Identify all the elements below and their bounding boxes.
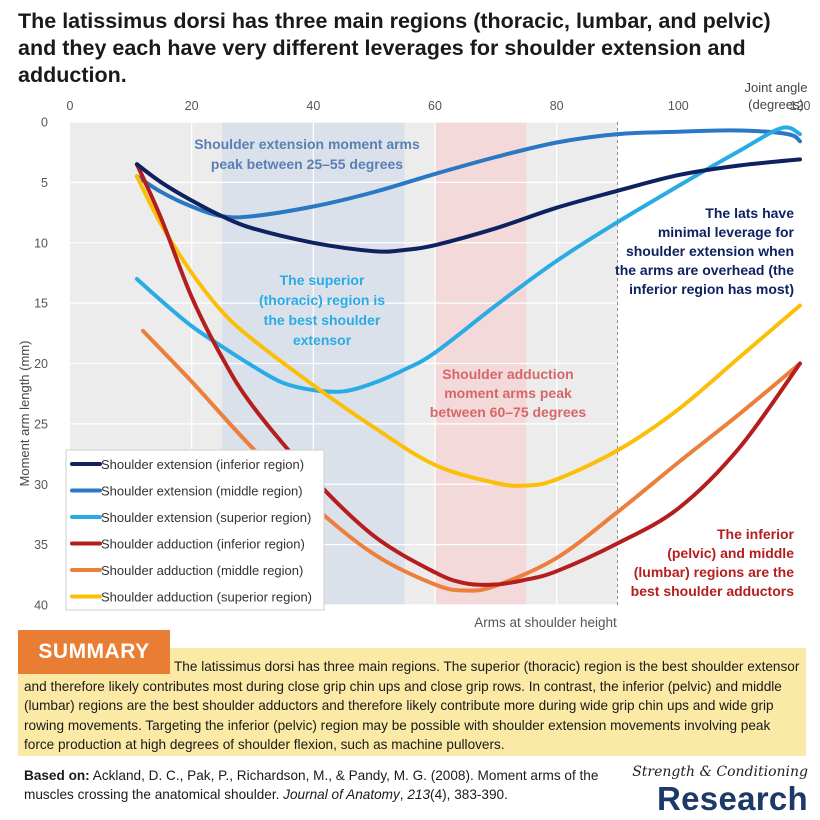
citation-volume: 213 <box>407 787 431 802</box>
series-line-shoulder-adduction-superior-region <box>134 174 802 488</box>
citation-authors: Ackland, D. C., Pak, P., Richardson, M.,… <box>24 768 599 802</box>
summary-heading: SUMMARY <box>18 630 170 674</box>
annotation-overhead: inferior region has most) <box>629 281 794 297</box>
legend-label: Shoulder extension (inferior region) <box>101 457 304 472</box>
legend: Shoulder extension (inferior region) Shou… <box>65 449 325 611</box>
x-tick-label: 80 <box>550 99 564 113</box>
y-tick-label: 5 <box>41 176 48 190</box>
brand-top-text: Strength & Conditioning <box>632 764 808 780</box>
x-tick-label: 100 <box>668 99 689 113</box>
band-1-label: peak between 25–55 degrees <box>211 156 403 172</box>
annotation-overhead: minimal leverage for <box>658 224 795 240</box>
series-line-shoulder-extension-inferior-region <box>134 157 802 254</box>
summary-body: The latissimus dorsi has three main regi… <box>24 659 800 752</box>
y-tick-label: 15 <box>34 297 48 311</box>
citation-label: Based on: <box>24 768 90 783</box>
summary-text: The latissimus dorsi has three main regi… <box>24 657 800 755</box>
y-tick-label: 35 <box>34 538 48 552</box>
annotation-superior-region: (thoracic) region is <box>259 292 385 308</box>
band-1-label: Shoulder extension moment arms <box>194 136 420 152</box>
legend-label: Shoulder adduction (middle region) <box>101 563 303 578</box>
x-axis-label-line1: Joint angle <box>745 80 808 95</box>
y-tick-label: 30 <box>34 478 48 492</box>
band-2-label: Shoulder adduction <box>442 366 573 382</box>
y-tick-label: 10 <box>34 236 48 250</box>
x-axis-label-line2: (degrees) <box>748 97 804 112</box>
band-2-label: between 60–75 degrees <box>430 404 587 420</box>
legend-label: Shoulder extension (superior region) <box>101 510 311 525</box>
axes: 0 20 40 60 80 100 120 Joint angle (degrees) 0 5 10 1… <box>17 80 810 613</box>
series-line-shoulder-adduction-middle-region <box>141 328 802 593</box>
annotation-superior-region: extensor <box>293 332 352 348</box>
brand-bottom-text: Research <box>657 780 808 817</box>
annotation-overhead: the arms are overhead (the <box>615 262 794 278</box>
legend-label: Shoulder adduction (superior region) <box>101 590 312 605</box>
series-line-shoulder-adduction-inferior-region <box>134 162 802 587</box>
annotations: Shoulder extension moment arms peak betwe… <box>194 136 794 599</box>
y-axis-label: Moment arm length (mm) <box>17 341 32 487</box>
citation: Based on: Ackland, D. C., Pak, P., Richa… <box>24 768 599 802</box>
x-tick-label: 0 <box>67 99 74 113</box>
x-tick-label: 20 <box>185 99 199 113</box>
annotation-adductors: (lumbar) regions are the <box>634 564 794 580</box>
arms-at-shoulder-height-marker: Arms at shoulder height <box>474 122 618 630</box>
series-lines <box>134 125 802 593</box>
annotation-adductors: (pelvic) and middle <box>667 545 794 561</box>
legend-label: Shoulder adduction (inferior region) <box>101 537 305 552</box>
brand-logo: Strength & Conditioning Research <box>626 764 816 817</box>
page-title: The latissimus dorsi has three main regi… <box>18 9 771 87</box>
annotation-superior-region: the best shoulder <box>264 312 381 328</box>
annotation-adductors: best shoulder adductors <box>631 583 795 599</box>
series-line-shoulder-extension-superior-region <box>134 125 802 394</box>
x-tick-label: 60 <box>428 99 442 113</box>
y-tick-label: 0 <box>41 116 48 130</box>
citation-issue-pages: (4), 383-390. <box>430 787 508 802</box>
annotation-adductors: The inferior <box>717 526 795 542</box>
y-tick-label: 20 <box>34 357 48 371</box>
y-tick-label: 25 <box>34 417 48 431</box>
annotation-overhead: shoulder extension when <box>626 243 794 259</box>
annotation-superior-region: The superior <box>280 272 365 288</box>
x-tick-label: 120 <box>790 99 811 113</box>
legend-box <box>65 449 325 611</box>
overhead-marker-label: Arms at shoulder height <box>474 615 617 630</box>
legend-label: Shoulder extension (middle region) <box>101 484 303 499</box>
band-2-label: moment arms peak <box>444 385 572 401</box>
x-tick-label: 40 <box>306 99 320 113</box>
citation-journal: Journal of Anatomy <box>283 787 400 802</box>
series-line-shoulder-extension-middle-region <box>134 128 802 220</box>
moment-arm-chart: Arms at shoulder height 0 20 40 60 80 100 120J… <box>17 80 810 630</box>
y-tick-label: 40 <box>34 599 48 613</box>
annotation-overhead: The lats have <box>705 205 794 221</box>
